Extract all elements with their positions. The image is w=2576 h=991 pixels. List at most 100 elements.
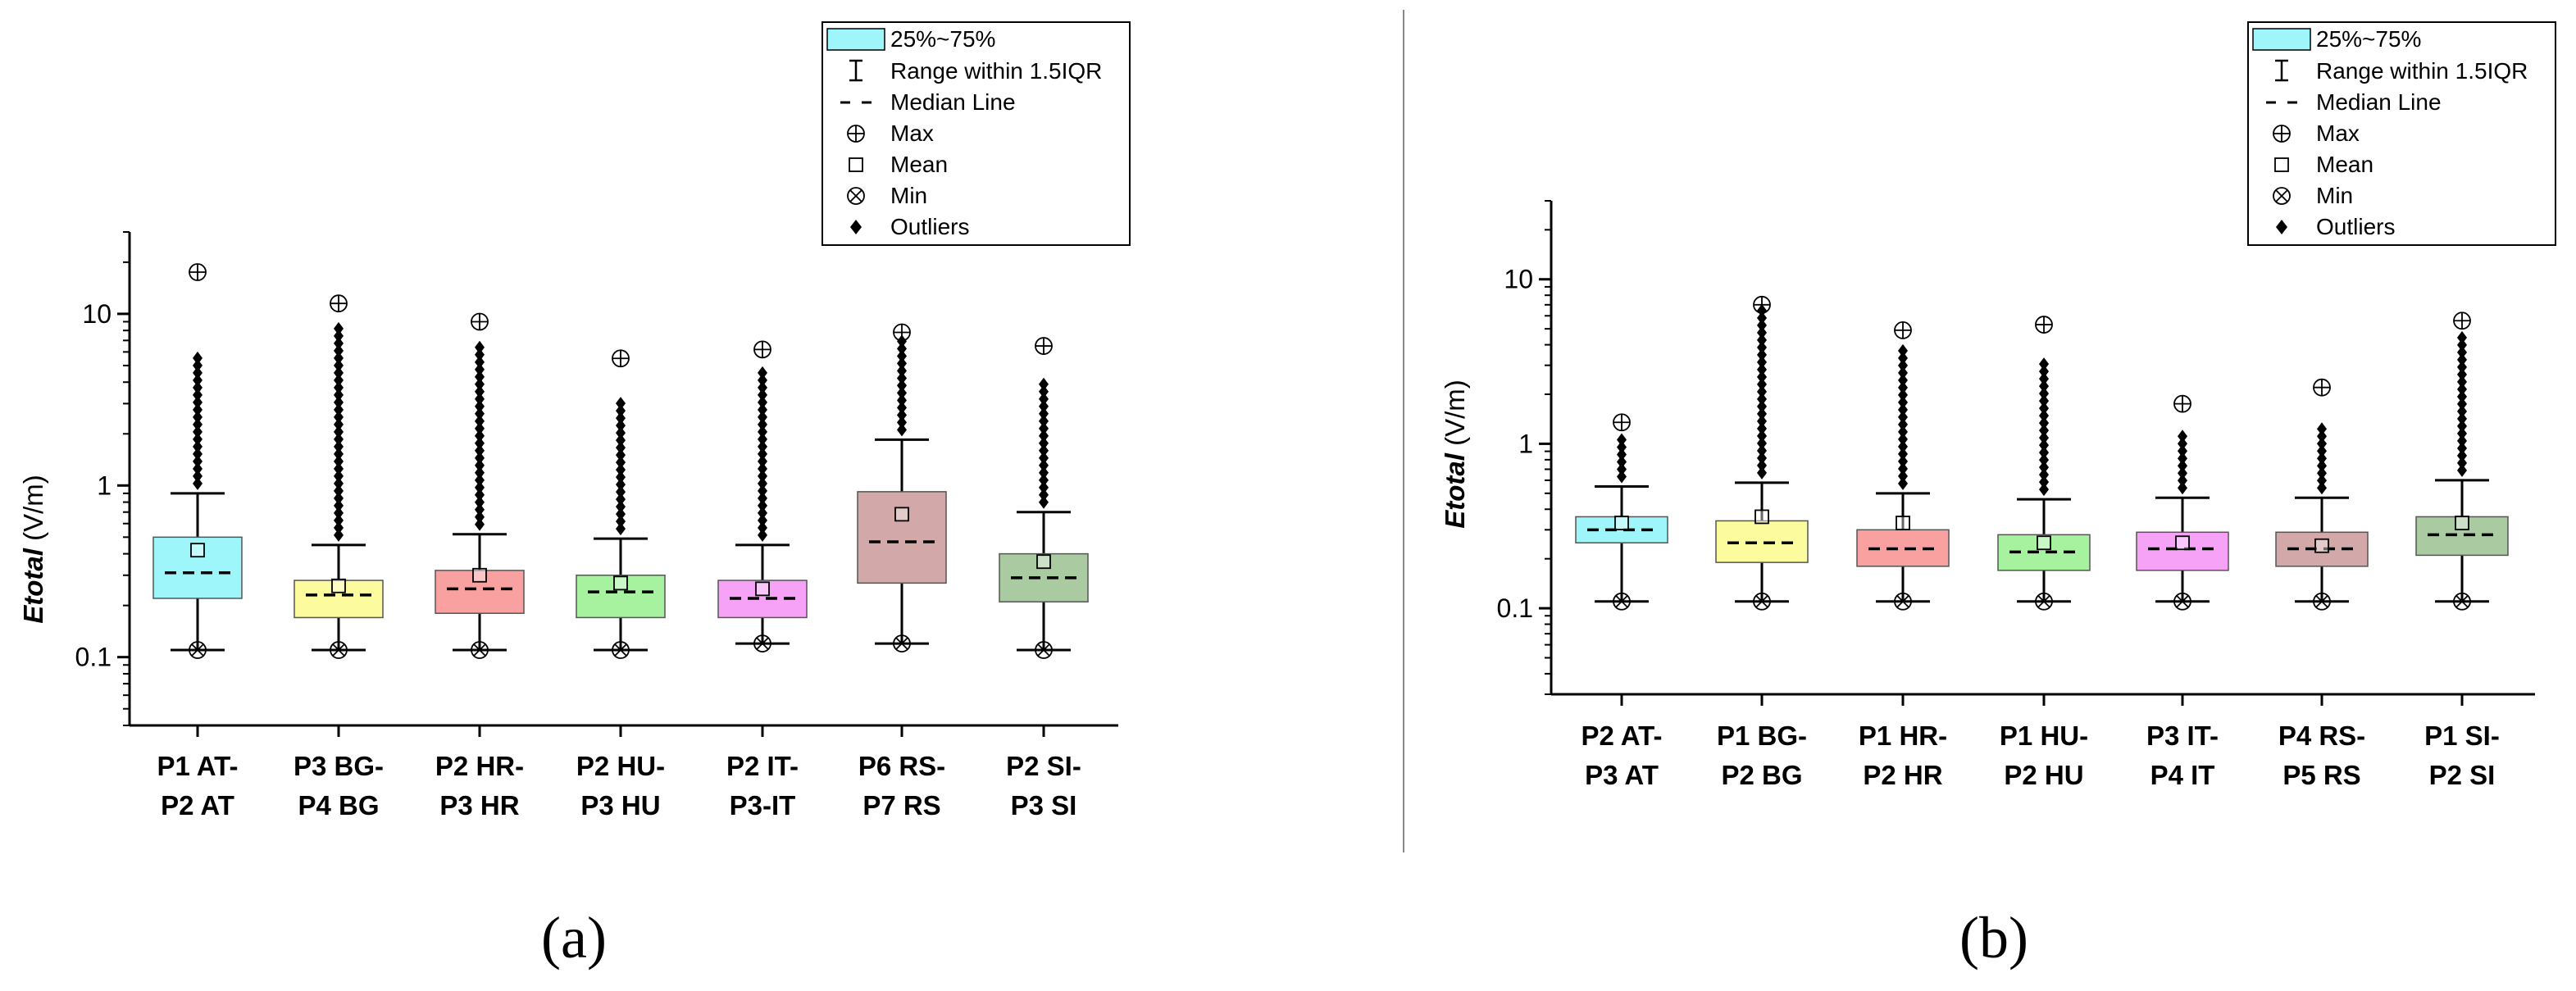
outlier-point bbox=[193, 425, 203, 439]
min-marker-circle bbox=[1894, 592, 1912, 611]
max-marker bbox=[1753, 295, 1771, 314]
outlier-point bbox=[897, 416, 907, 430]
outlier-point bbox=[1757, 348, 1767, 361]
outlier-point bbox=[1617, 448, 1627, 461]
outlier-point bbox=[334, 358, 344, 372]
outlier-point bbox=[758, 447, 767, 461]
min-marker-x2 bbox=[473, 643, 486, 657]
outlier-point bbox=[758, 528, 767, 542]
outlier-point bbox=[334, 439, 344, 453]
legend-outliers-label: Outliers bbox=[890, 214, 969, 239]
whisker-range-icon bbox=[2275, 59, 2288, 82]
iqr-box bbox=[435, 570, 525, 614]
outlier-point bbox=[2457, 441, 2467, 455]
max-marker bbox=[612, 349, 630, 368]
outlier-point bbox=[1898, 366, 1908, 380]
min-marker-circle bbox=[2453, 592, 2471, 611]
outlier-point bbox=[475, 377, 485, 391]
min-marker-circle bbox=[2035, 592, 2053, 611]
outlier-point bbox=[897, 364, 907, 378]
outlier-point bbox=[1757, 414, 1767, 428]
mean-marker bbox=[1614, 516, 1629, 530]
outlier-point bbox=[897, 393, 907, 407]
min-marker-circle bbox=[753, 634, 771, 652]
outlier-point bbox=[2317, 452, 2327, 466]
outlier-point bbox=[475, 451, 485, 465]
outlier-point bbox=[897, 379, 907, 393]
min-marker-circle bbox=[612, 641, 630, 659]
category-label-line1: P1 SI- bbox=[2424, 721, 2500, 751]
outlier-point bbox=[1757, 429, 1767, 443]
outlier-point bbox=[1039, 436, 1049, 450]
whisker-range-icon bbox=[849, 59, 862, 82]
outlier-point bbox=[758, 498, 767, 512]
outlier-point bbox=[616, 448, 626, 462]
outlier-point bbox=[1617, 433, 1627, 447]
min-marker bbox=[2313, 592, 2331, 611]
outlier-point bbox=[897, 423, 907, 437]
outlier-point bbox=[193, 388, 203, 402]
outlier-point bbox=[1617, 462, 1627, 476]
min-marker-x2 bbox=[895, 637, 908, 650]
box-3: P1 HR- P2 HR bbox=[1856, 321, 1950, 790]
outlier-point bbox=[2317, 422, 2327, 436]
legend-a: 25%~75% Range within 1.5IQR Median Line … bbox=[821, 21, 1131, 246]
outlier-point bbox=[1617, 455, 1627, 469]
mean-marker bbox=[613, 575, 628, 591]
min-marker-circle bbox=[893, 634, 911, 652]
outlier-point bbox=[475, 370, 485, 384]
outlier-point bbox=[758, 506, 767, 520]
min-marker-circle bbox=[189, 641, 207, 659]
outlier-point bbox=[193, 432, 203, 446]
outlier-point bbox=[334, 336, 344, 350]
outlier-point bbox=[1039, 488, 1049, 502]
outlier-point bbox=[334, 498, 344, 512]
iqr-box bbox=[857, 491, 947, 584]
mean-marker bbox=[894, 507, 909, 522]
outlier-point bbox=[2039, 439, 2049, 452]
outlier-point bbox=[475, 502, 485, 516]
outlier-point bbox=[758, 395, 767, 409]
outlier-point bbox=[1039, 443, 1049, 457]
outlier-point bbox=[1898, 402, 1908, 416]
outlier-point bbox=[475, 414, 485, 428]
max-marker bbox=[2313, 378, 2331, 397]
legend-median-label: Median Line bbox=[2316, 89, 2442, 115]
outlier-point bbox=[2178, 452, 2187, 466]
outlier-point bbox=[475, 340, 485, 354]
outlier-point bbox=[1898, 358, 1908, 372]
category-label-line2: P3 HU bbox=[580, 790, 660, 821]
outlier-point bbox=[334, 329, 344, 343]
outlier-point bbox=[475, 355, 485, 369]
outlier-point bbox=[2317, 481, 2327, 495]
outlier-point bbox=[475, 517, 485, 531]
min-symbol-icon bbox=[847, 187, 865, 205]
outlier-point bbox=[193, 439, 203, 453]
outlier-point bbox=[334, 484, 344, 498]
outlier-point bbox=[2317, 437, 2327, 451]
min-marker-circle bbox=[330, 641, 348, 659]
outlier-point bbox=[2457, 360, 2467, 374]
outlier-point bbox=[1757, 377, 1767, 391]
outlier-point bbox=[2039, 357, 2049, 371]
outlier-point bbox=[334, 410, 344, 424]
outlier-point bbox=[758, 469, 767, 483]
chart-b-y-axis-label: Etotal (V/m) bbox=[1440, 380, 1470, 529]
outlier-point bbox=[475, 429, 485, 443]
outlier-point bbox=[616, 485, 626, 499]
category-label-line1: P1 AT- bbox=[157, 751, 238, 781]
iqr-box bbox=[294, 580, 384, 619]
outlier-point bbox=[334, 343, 344, 357]
outlier-point bbox=[2039, 431, 2049, 445]
min-marker-x2 bbox=[756, 637, 769, 650]
chart-a-y-axis-label: Etotal (V/m) bbox=[18, 475, 48, 624]
outlier-point bbox=[2039, 453, 2049, 467]
outlier-symbol-icon bbox=[2276, 220, 2287, 234]
outlier-point bbox=[475, 473, 485, 487]
outlier-point bbox=[2457, 367, 2467, 381]
box-1: P1 AT- P2 AT bbox=[152, 263, 243, 821]
outlier-point bbox=[2039, 365, 2049, 379]
category-label-line1: P2 IT- bbox=[726, 751, 799, 781]
